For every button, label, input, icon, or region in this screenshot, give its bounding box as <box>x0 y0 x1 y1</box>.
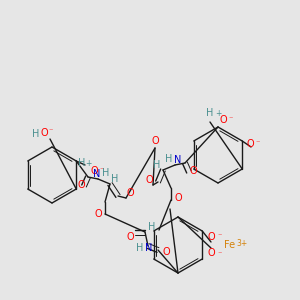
Text: H: H <box>136 243 144 253</box>
Text: +: + <box>215 109 221 118</box>
Text: O: O <box>90 166 98 176</box>
Text: O: O <box>246 139 254 149</box>
Text: O: O <box>145 175 153 185</box>
Text: ⁻: ⁻ <box>218 250 222 259</box>
Text: O: O <box>162 247 170 257</box>
Text: N: N <box>93 169 101 179</box>
Text: ⁻: ⁻ <box>256 139 260 148</box>
Text: ⁻: ⁻ <box>218 232 222 241</box>
Text: +: + <box>85 160 91 169</box>
Text: H: H <box>153 160 161 170</box>
Text: ⁻: ⁻ <box>229 115 233 124</box>
Text: O: O <box>207 248 215 258</box>
Text: O: O <box>94 209 102 219</box>
Text: N: N <box>174 155 182 165</box>
Text: O: O <box>126 188 134 198</box>
Text: ⁻: ⁻ <box>49 127 53 136</box>
Text: H: H <box>102 168 110 178</box>
Text: O: O <box>189 166 197 176</box>
Text: H: H <box>111 174 119 184</box>
Text: H: H <box>165 154 173 164</box>
Text: O: O <box>126 232 134 242</box>
Text: H: H <box>32 129 40 139</box>
Text: O: O <box>151 136 159 146</box>
Text: O: O <box>174 193 182 203</box>
Text: H: H <box>148 222 156 232</box>
Text: O: O <box>207 232 215 242</box>
Text: H: H <box>78 158 86 168</box>
Text: O: O <box>219 115 227 125</box>
Text: Fe: Fe <box>224 240 236 250</box>
Text: O: O <box>77 180 85 190</box>
Text: 3+: 3+ <box>236 238 247 247</box>
Text: H: H <box>206 108 214 118</box>
Text: N: N <box>145 243 153 253</box>
Text: O: O <box>40 128 48 138</box>
Text: ⁻: ⁻ <box>100 166 104 175</box>
